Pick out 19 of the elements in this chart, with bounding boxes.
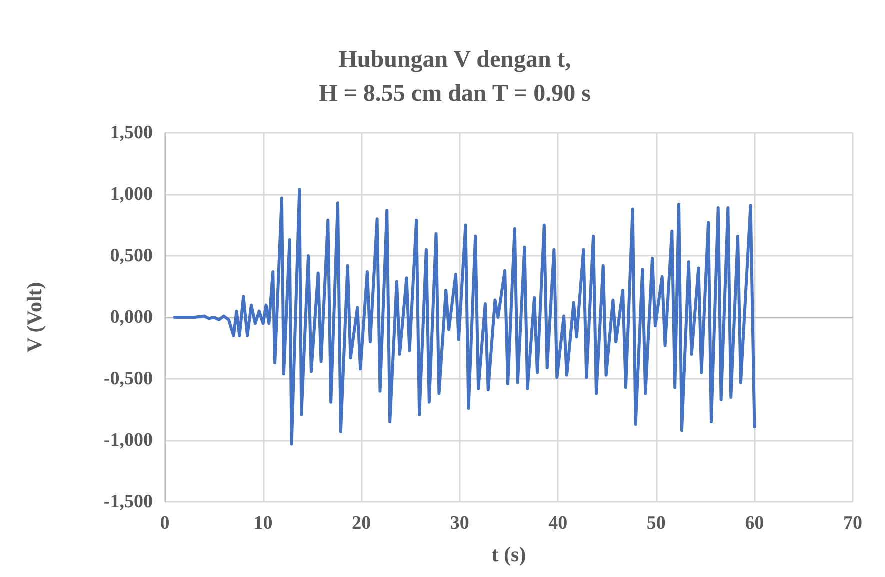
y-tick-label: -1,000 [104, 430, 153, 451]
x-tick-label: 50 [646, 513, 666, 534]
x-tick-label: 60 [745, 513, 764, 534]
line-series [173, 188, 756, 446]
x-axis-title: t (s) [492, 542, 526, 566]
x-tick-label: 0 [160, 513, 170, 534]
x-tick-label: 30 [450, 513, 470, 534]
y-tick-label: 1,500 [110, 122, 153, 144]
y-tick-label: -0,500 [104, 368, 153, 390]
x-tick-label: 70 [844, 513, 862, 534]
y-axis-title: V (Volt) [22, 282, 46, 353]
x-tick-label: 20 [352, 513, 372, 534]
x-tick-label: 10 [254, 513, 273, 534]
y-tick-label: 1,000 [110, 184, 153, 205]
y-tick-label: 0,500 [110, 246, 153, 266]
y-tick-label: 0,000 [110, 307, 153, 328]
chart-title: Hubungan V dengan t, H = 8.55 cm dan T = 0.90 s [319, 47, 591, 107]
x-tick-label: 40 [548, 513, 568, 534]
y-tick-label: -1,500 [104, 492, 153, 512]
